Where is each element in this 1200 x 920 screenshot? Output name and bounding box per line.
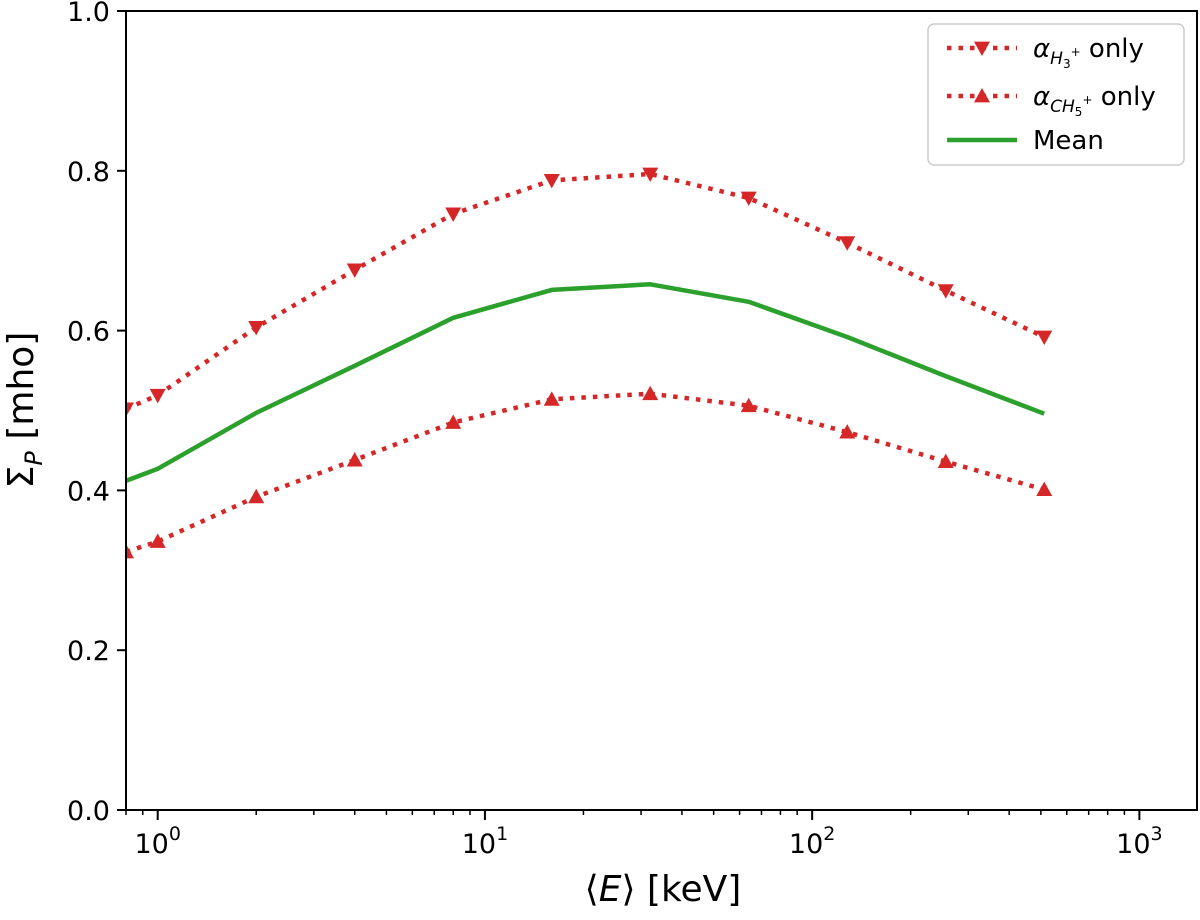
series-0-marker-9 <box>937 284 954 299</box>
series-1-marker-8 <box>839 424 856 439</box>
series-1-marker-4 <box>445 414 462 429</box>
legend-marker-0 <box>974 41 990 56</box>
series-0-marker-4 <box>445 207 462 222</box>
series-1-marker-5 <box>543 391 560 406</box>
y-axis-title: ΣP [mho] <box>1 332 48 489</box>
series-0-marker-10 <box>1036 330 1053 345</box>
y-axis-title-main: Σ <box>1 466 42 489</box>
series-0-marker-3 <box>346 263 363 278</box>
legend-label-1: αCH5+ only <box>1033 82 1156 119</box>
series-0-marker-7 <box>740 191 757 206</box>
series-1-marker-2 <box>248 488 265 504</box>
legend-label-0: αH3+ only <box>1033 34 1144 71</box>
y-axis-title-sub: P <box>20 451 48 466</box>
series-line-1 <box>126 391 1045 555</box>
series-1-marker-7 <box>740 397 757 413</box>
legend-label-2: Mean <box>1033 126 1104 156</box>
legend-marker-1 <box>974 88 990 103</box>
series-line-2 <box>126 282 1046 483</box>
x-axis-title: ⟨E⟩ [keV] <box>585 869 742 910</box>
x-tick-label-2: 102 <box>789 823 835 860</box>
series-1-marker-3 <box>346 452 363 467</box>
series-1-marker-10 <box>1036 481 1053 497</box>
series-1-marker-9 <box>937 453 954 469</box>
y-tick-label-5: 1.0 <box>67 0 110 28</box>
y-tick-label-0: 0.0 <box>67 796 110 827</box>
y-tick-label-2: 0.4 <box>67 476 110 507</box>
x-tick-label-0: 100 <box>134 823 180 860</box>
legend: αH3+ only αCH5+ only Mean <box>927 23 1185 166</box>
y-tick-label-4: 0.8 <box>67 157 110 188</box>
series-0-marker-1 <box>149 388 166 404</box>
series-1-marker-1 <box>149 533 166 548</box>
series-0-marker-2 <box>248 321 265 336</box>
y-axis-title-unit: [mho] <box>1 332 42 451</box>
y-tick-label-3: 0.6 <box>67 317 110 348</box>
series-1-marker-6 <box>642 385 659 401</box>
series-1-marker-0 <box>126 543 134 559</box>
series-0-marker-0 <box>126 402 134 417</box>
y-tick-label-1: 0.2 <box>67 636 110 667</box>
legend-box <box>927 23 1185 166</box>
x-tick-label-1: 101 <box>462 823 508 860</box>
x-tick-label-3: 103 <box>1116 823 1162 860</box>
plot-frame <box>125 10 1198 811</box>
series-0-marker-5 <box>543 173 560 189</box>
series-0-marker-6 <box>642 167 659 182</box>
series-0-marker-8 <box>839 236 856 251</box>
